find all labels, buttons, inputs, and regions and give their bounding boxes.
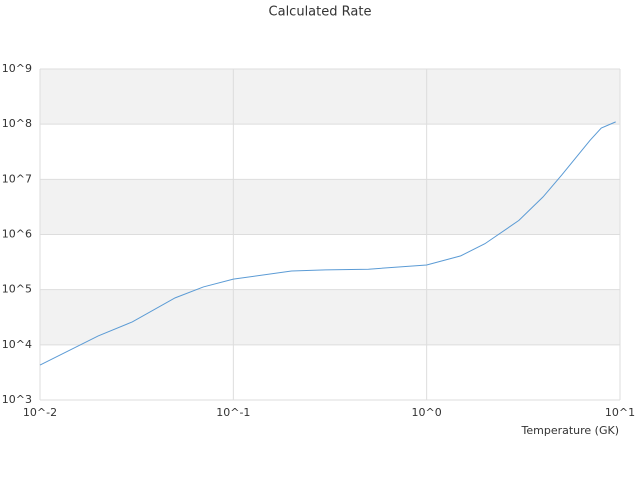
y-tick-label: 10^5: [2, 283, 32, 296]
chart-title: Calculated Rate: [269, 5, 372, 20]
x-tick-label: 10^-2: [23, 406, 57, 419]
y-tick-label: 10^7: [2, 172, 32, 185]
grid-band: [40, 289, 620, 345]
y-tick-label: 10^8: [2, 117, 32, 130]
y-tick-label: 10^4: [2, 338, 32, 351]
x-axis-label: Temperature (GK): [521, 424, 620, 437]
line-series: [39, 121, 616, 366]
y-tick-label: 10^9: [2, 62, 32, 75]
x-tick-label: 10^-1: [216, 406, 250, 419]
y-tick-label: 10^3: [2, 393, 32, 406]
grid-band: [40, 69, 620, 125]
x-tick-label: 10^1: [605, 406, 635, 419]
y-tick-label: 10^6: [2, 228, 32, 241]
grid-band: [40, 179, 620, 235]
x-tick-label: 10^0: [412, 406, 442, 419]
